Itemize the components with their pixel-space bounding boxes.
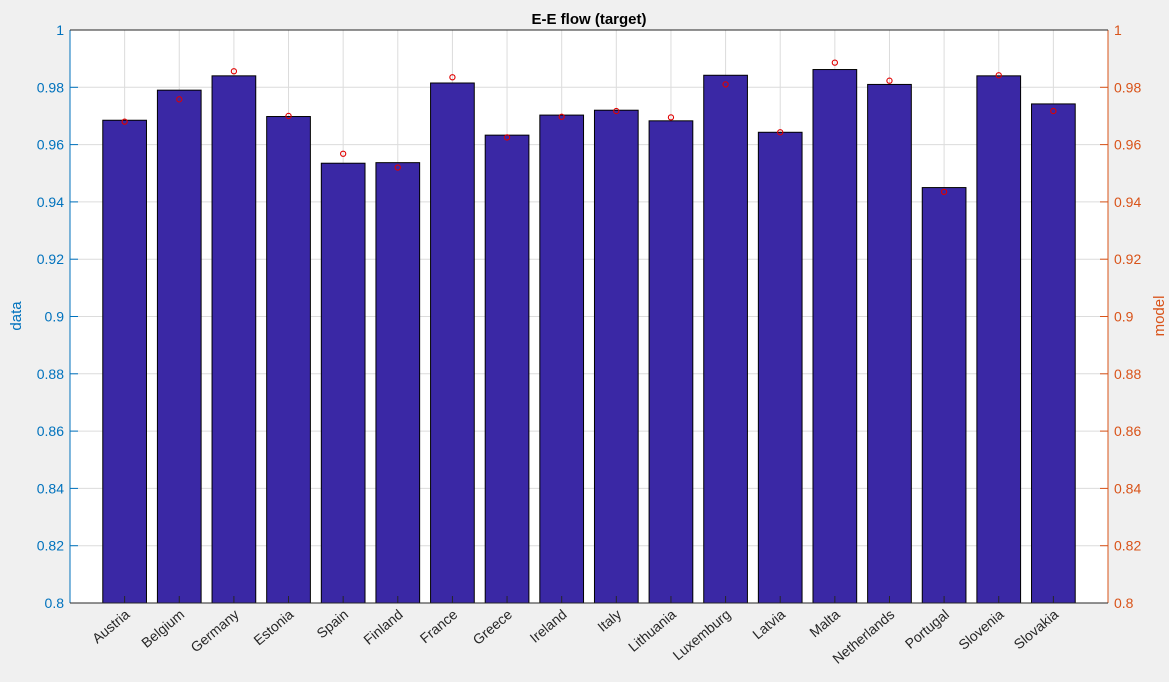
model-point-slovenia	[995, 72, 1002, 79]
bar-spain	[320, 162, 366, 604]
model-point-italy	[613, 107, 620, 115]
x-tick-label: Slovakia	[1010, 606, 1061, 652]
model-point-luxemburg	[722, 81, 729, 88]
bar-austria	[102, 119, 147, 604]
model-point-france	[449, 74, 456, 81]
bar-lithuania	[648, 120, 694, 604]
right-tick-label: 0.96	[1114, 137, 1141, 153]
left-axis-ticks: 0.8 0.82 0.84 0.86 0.88 0.9 0.92 0.94 0.96 0.98 1	[37, 22, 64, 611]
x-tick-label: Ireland	[527, 606, 570, 646]
bar-slovakia	[1031, 103, 1076, 604]
bar-netherlands	[867, 83, 912, 604]
left-tick-label: 0.86	[37, 423, 64, 439]
model-point-estonia	[285, 112, 292, 120]
model-point-austria	[121, 118, 128, 125]
bar-malta	[812, 69, 858, 604]
model-point-greece	[503, 134, 511, 141]
right-tick-label: 1	[1114, 22, 1122, 38]
x-tick-label: Malta	[806, 606, 843, 640]
bar-slovenia	[976, 75, 1022, 604]
chart-title: E-E flow (target)	[532, 11, 647, 28]
x-tick-label: Belgium	[138, 606, 187, 651]
left-tick-label: 0.94	[37, 194, 64, 210]
right-tick-label: 0.9	[1114, 309, 1134, 325]
right-tick-label: 0.92	[1114, 251, 1141, 267]
model-point-latvia	[777, 129, 784, 136]
model-markers	[121, 59, 1057, 196]
left-tick-label: 0.9	[45, 309, 65, 325]
left-tick-label: 0.82	[37, 538, 64, 554]
model-point-spain	[340, 150, 347, 157]
x-tick-label: Lithuania	[625, 606, 679, 655]
left-tick-label: 0.84	[37, 480, 64, 496]
bar-france	[430, 82, 475, 604]
model-point-portugal	[940, 188, 948, 196]
model-point-belgium	[176, 96, 183, 103]
x-tick-label: Greece	[470, 606, 516, 648]
x-tick-label: France	[417, 606, 461, 646]
x-tick-label: Luxemburg	[670, 606, 734, 663]
right-tick-label: 0.82	[1114, 538, 1141, 554]
bar-estonia	[266, 116, 311, 604]
x-tick-label: Austria	[89, 606, 133, 646]
left-tick-label: 1	[56, 22, 64, 38]
x-axis-ticks: Austria Belgium Germany Estonia Spain Finland…	[89, 606, 1062, 667]
left-tick-label: 0.88	[37, 366, 64, 382]
model-point-germany	[230, 68, 238, 75]
bar-greece	[484, 134, 530, 604]
x-tick-label: Slovenia	[955, 606, 1007, 653]
model-point-ireland	[558, 113, 565, 120]
x-tick-label: Estonia	[250, 606, 296, 648]
bar-ireland	[539, 114, 585, 604]
right-tick-label: 0.98	[1114, 79, 1141, 95]
x-tick-label: Latvia	[749, 606, 788, 642]
model-point-netherlands	[886, 77, 893, 84]
right-axis-ticks: 0.8 0.82 0.84 0.86 0.88 0.9 0.92 0.94 0.96 0.98 1	[1114, 22, 1141, 611]
left-tick-label: 0.8	[45, 595, 65, 611]
y-axis-label-right: model	[1151, 296, 1168, 337]
model-point-malta	[831, 59, 838, 66]
x-tick-label: Germany	[187, 606, 241, 655]
model-point-lithuania	[667, 114, 675, 121]
x-tick-label: Spain	[313, 606, 351, 641]
x-tick-label: Portugal	[902, 606, 952, 652]
bar-belgium	[156, 89, 202, 604]
right-tick-label: 0.94	[1114, 194, 1141, 210]
bar-luxemburg	[703, 74, 748, 604]
right-tick-label: 0.88	[1114, 366, 1141, 382]
left-tick-label: 0.92	[37, 251, 64, 267]
model-point-slovakia	[1050, 107, 1057, 115]
bar-finland	[375, 162, 421, 604]
model-point-finland	[394, 164, 401, 171]
bar-series	[102, 69, 1076, 604]
y-axis-label-left: data	[8, 301, 25, 331]
right-tick-label: 0.86	[1114, 423, 1141, 439]
left-tick-label: 0.98	[37, 79, 64, 95]
left-tick-label: 0.96	[37, 137, 64, 153]
right-tick-label: 0.84	[1114, 480, 1141, 496]
bar-italy	[593, 109, 639, 604]
right-tick-label: 0.8	[1114, 595, 1134, 611]
axes	[69, 29, 1109, 604]
x-tick-label: Italy	[594, 606, 624, 635]
bar-latvia	[757, 131, 803, 604]
bar-germany	[211, 75, 257, 604]
bar-portugal	[921, 187, 967, 604]
x-tick-label: Finland	[360, 606, 405, 648]
